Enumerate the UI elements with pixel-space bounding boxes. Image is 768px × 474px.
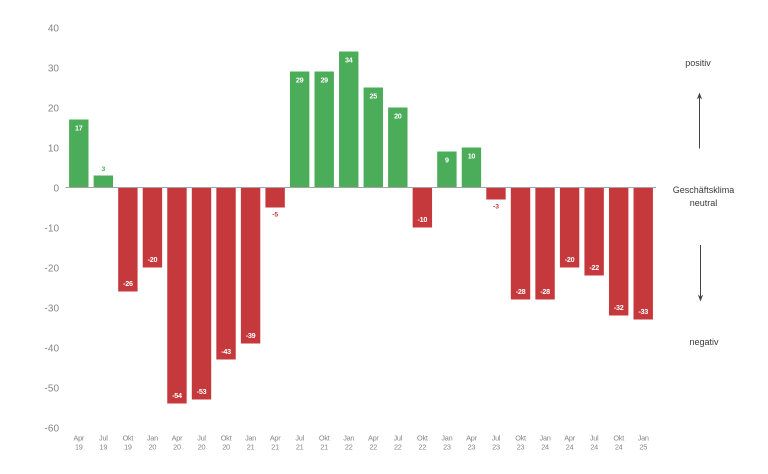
svg-text:Jan: Jan [147, 434, 158, 443]
svg-text:22: 22 [369, 443, 377, 452]
svg-text:-5: -5 [272, 212, 278, 219]
svg-text:17: 17 [75, 124, 83, 133]
svg-text:Apr: Apr [172, 434, 183, 443]
svg-text:20: 20 [394, 112, 402, 121]
svg-text:Jan: Jan [245, 434, 256, 443]
svg-text:21: 21 [247, 443, 255, 452]
svg-text:-28: -28 [540, 287, 550, 296]
svg-text:22: 22 [345, 443, 353, 452]
svg-text:30: 30 [48, 64, 60, 75]
svg-text:Apr: Apr [368, 434, 379, 443]
svg-text:20: 20 [173, 443, 181, 452]
svg-text:34: 34 [345, 56, 353, 65]
svg-text:Okt: Okt [417, 434, 428, 443]
svg-text:22: 22 [394, 443, 402, 452]
svg-text:9: 9 [445, 156, 449, 165]
svg-text:25: 25 [370, 92, 378, 101]
svg-text:23: 23 [492, 443, 500, 452]
svg-text:21: 21 [296, 443, 304, 452]
svg-text:Okt: Okt [123, 434, 134, 443]
svg-text:24: 24 [615, 443, 623, 452]
svg-text:23: 23 [443, 443, 451, 452]
svg-text:Jan: Jan [441, 434, 452, 443]
svg-text:Apr: Apr [564, 434, 575, 443]
svg-text:-53: -53 [197, 387, 207, 396]
svg-text:20: 20 [149, 443, 157, 452]
svg-text:24: 24 [541, 443, 549, 452]
svg-text:24: 24 [590, 443, 598, 452]
svg-text:-20: -20 [565, 255, 575, 264]
svg-text:neutral: neutral [690, 198, 718, 208]
svg-text:Okt: Okt [221, 434, 232, 443]
svg-text:0: 0 [53, 184, 59, 195]
svg-text:Jul: Jul [492, 434, 501, 443]
svg-text:negativ: negativ [689, 337, 719, 347]
svg-text:19: 19 [100, 443, 108, 452]
svg-text:-54: -54 [172, 391, 182, 400]
svg-text:Okt: Okt [515, 434, 526, 443]
svg-text:Jul: Jul [99, 434, 108, 443]
svg-text:Geschäftsklima: Geschäftsklima [673, 185, 735, 195]
svg-text:20: 20 [198, 443, 206, 452]
svg-text:Jan: Jan [638, 434, 649, 443]
svg-text:-20: -20 [45, 264, 60, 275]
svg-text:29: 29 [320, 76, 328, 85]
svg-text:-20: -20 [148, 255, 158, 264]
svg-text:-10: -10 [418, 215, 428, 224]
svg-text:Jul: Jul [590, 434, 599, 443]
svg-text:Apr: Apr [73, 434, 84, 443]
svg-text:23: 23 [517, 443, 525, 452]
svg-text:positiv: positiv [685, 58, 711, 68]
svg-text:3: 3 [101, 166, 105, 173]
svg-text:Okt: Okt [613, 434, 624, 443]
svg-text:-22: -22 [589, 263, 599, 272]
svg-text:-43: -43 [221, 347, 231, 356]
svg-text:-10: -10 [45, 224, 60, 235]
svg-text:24: 24 [566, 443, 574, 452]
svg-text:Jul: Jul [394, 434, 403, 443]
svg-text:Jan: Jan [343, 434, 354, 443]
svg-text:-3: -3 [493, 204, 499, 211]
svg-text:Okt: Okt [319, 434, 330, 443]
svg-text:-26: -26 [123, 279, 133, 288]
svg-text:21: 21 [320, 443, 328, 452]
svg-text:29: 29 [296, 76, 304, 85]
svg-text:22: 22 [419, 443, 427, 452]
svg-text:20: 20 [48, 104, 60, 115]
svg-text:-33: -33 [638, 307, 648, 316]
svg-text:21: 21 [271, 443, 279, 452]
svg-text:Jan: Jan [540, 434, 551, 443]
svg-text:Apr: Apr [466, 434, 477, 443]
svg-text:Apr: Apr [270, 434, 281, 443]
svg-text:-28: -28 [516, 287, 526, 296]
svg-text:Jul: Jul [295, 434, 304, 443]
svg-text:Jul: Jul [197, 434, 206, 443]
svg-text:-32: -32 [614, 303, 624, 312]
svg-text:10: 10 [48, 144, 60, 155]
svg-text:19: 19 [124, 443, 132, 452]
svg-text:-50: -50 [45, 384, 60, 395]
svg-text:20: 20 [222, 443, 230, 452]
svg-text:-40: -40 [45, 344, 60, 355]
svg-text:19: 19 [75, 443, 83, 452]
svg-text:10: 10 [468, 152, 476, 161]
svg-text:25: 25 [639, 443, 647, 452]
svg-text:23: 23 [468, 443, 476, 452]
svg-text:-39: -39 [246, 331, 256, 340]
svg-text:-60: -60 [45, 424, 60, 435]
svg-text:-30: -30 [45, 304, 60, 315]
svg-text:40: 40 [48, 24, 60, 35]
